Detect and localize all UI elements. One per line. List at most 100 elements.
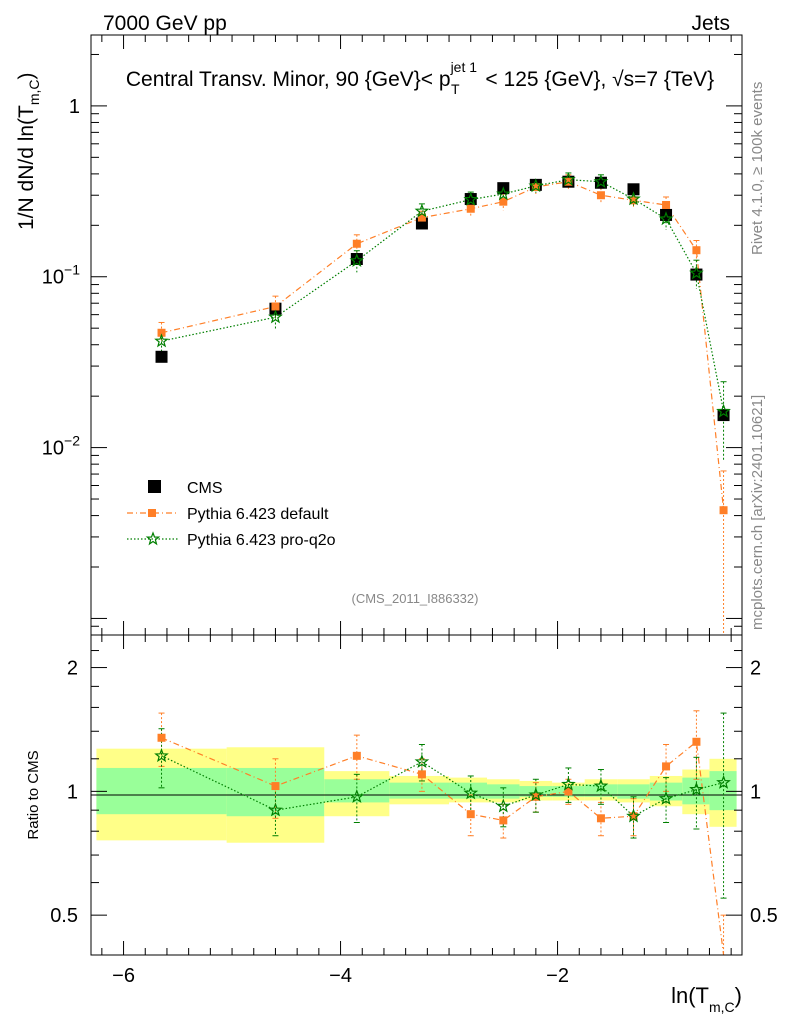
ratio-band-inner <box>389 782 450 799</box>
tick-base: 10 <box>42 438 64 460</box>
proq2o-data-point <box>154 333 169 348</box>
main-y-tick-label: 10−2 <box>42 433 80 460</box>
main-y-label-prefix: 1/N dN/d ln(T <box>15 105 38 230</box>
energy-label: 7000 GeV pp <box>103 12 227 35</box>
ratio-ticks: 2 2 1 1 0.5 0.5 <box>50 634 778 956</box>
ratio-panel: 2 2 1 1 0.5 0.5 <box>50 634 778 956</box>
x-axis-label: ln(Tm,C) <box>671 983 742 1015</box>
site-credit: mcplots.cern.ch [arXiv:2401.10621] <box>749 395 766 630</box>
main-y-label-suffix: ) <box>15 72 38 79</box>
proq2o-data-point <box>528 178 544 193</box>
proq2o-ratio-point <box>414 754 430 768</box>
proq2o-ratio-point <box>716 774 731 789</box>
proq2o-ratio-point <box>495 798 511 813</box>
default-ratio-point <box>596 814 605 823</box>
ratio-band-inner <box>96 767 227 815</box>
x-tick-label: −4 <box>329 965 352 987</box>
proq2o-data-point <box>349 253 365 267</box>
proq2o-data-point <box>689 265 704 280</box>
legend: CMS Pythia 6.423 default Pythia 6.423 pr… <box>127 480 336 549</box>
proq2o-data-point <box>561 172 576 186</box>
proq2o-data-point <box>716 403 731 418</box>
ratio-y-label: Ratio to CMS <box>25 750 42 839</box>
default-data-point <box>417 213 426 222</box>
default-data-point <box>629 196 638 205</box>
default-data-point <box>692 246 701 255</box>
default-data-point <box>499 197 508 206</box>
proq2o-ratio-point <box>689 781 704 796</box>
default-data-point <box>352 239 361 248</box>
default-data-point <box>157 328 166 337</box>
proq2o-ratio-point <box>593 778 609 793</box>
legend-default-marker <box>148 509 156 517</box>
title-sub: T <box>451 81 460 97</box>
x-tick-label: −2 <box>546 965 569 987</box>
tick-exponent: −1 <box>64 262 80 278</box>
main-panel: 110−110−2 (CMS_2011_I886332) <box>42 34 743 636</box>
proq2o-ratio-point <box>626 808 641 823</box>
main-ticks: 110−110−2 <box>42 53 742 636</box>
proq2o-data-point <box>593 173 609 189</box>
main-y-tick-label: 1 <box>69 96 80 118</box>
ratio-y-tick-label: 1 <box>67 781 78 803</box>
main-y-tick-label: 10−1 <box>42 262 80 289</box>
x-label-sub: m,C <box>709 999 735 1015</box>
cms-data-point <box>660 208 673 221</box>
title-suffix: < 125 {GeV}, √s=7 {TeV} <box>480 68 715 91</box>
proq2o-ratio-point <box>463 785 479 800</box>
default-ratio-point <box>629 812 638 821</box>
default-ratio-point <box>499 816 508 825</box>
x-label-prefix: ln(T <box>671 983 709 1008</box>
ratio-series <box>154 710 731 956</box>
proq2o-data-point <box>463 191 479 206</box>
ratio-y-tick-label-right: 1 <box>750 781 761 803</box>
proq2o-ratio-point <box>154 748 169 763</box>
title-prefix: Central Transv. Minor, 90 {GeV}< p <box>126 68 451 91</box>
proq2o-ratio-point <box>561 776 576 791</box>
legend-proq2o-label: Pythia 6.423 pro-q2o <box>187 532 336 549</box>
ratio-y-tick-label: 2 <box>67 658 78 680</box>
rivet-credit: Rivet 4.1.0, ≥ 100k events <box>749 82 766 255</box>
default-ratio-point <box>564 787 573 796</box>
proq2o-data-point <box>658 211 674 226</box>
main-y-label-sub: m,C <box>26 79 42 105</box>
proq2o-data-point <box>495 186 511 201</box>
ratio-band-inner <box>682 777 710 805</box>
proq2o-data-point <box>414 203 430 218</box>
default-data-point <box>662 200 671 209</box>
x-tick-label: −6 <box>112 965 135 987</box>
legend-cms-marker <box>148 480 161 493</box>
default-ratio-point <box>531 792 540 801</box>
ratio-y-tick-label: 0.5 <box>50 905 78 927</box>
legend-cms-label: CMS <box>187 480 223 497</box>
proq2o-data-point <box>626 191 641 206</box>
default-data-point <box>466 204 475 213</box>
legend-default-label: Pythia 6.423 default <box>187 506 329 523</box>
category-label: Jets <box>691 12 730 35</box>
ratio-y-tick-label-right: 0.5 <box>750 905 778 927</box>
proq2o-ratio-point <box>268 802 283 817</box>
default-data-point <box>719 506 728 515</box>
main-series <box>154 172 731 635</box>
plot-title: Central Transv. Minor, 90 {GeV}< pjet 1 T… <box>126 59 714 97</box>
ratio-frame <box>90 634 743 956</box>
cms-data-point <box>155 350 168 363</box>
default-data-point <box>531 183 540 192</box>
title-sup: jet 1 <box>450 59 478 75</box>
ratio-y-tick-label-right: 2 <box>750 658 761 680</box>
proq2o-ratio-point <box>528 787 544 802</box>
cms-data-point <box>350 253 363 266</box>
series-line-2 <box>161 179 725 412</box>
default-ratio-point <box>662 762 671 771</box>
proq2o-ratio-point <box>658 790 674 805</box>
default-data-point <box>271 302 280 311</box>
legend-proq2o-marker <box>145 531 161 546</box>
default-data-point <box>596 191 605 200</box>
default-ratio-point <box>352 751 361 760</box>
tick-exponent: −2 <box>64 433 80 449</box>
proq2o-ratio-point <box>349 789 365 803</box>
proq2o-data-point <box>268 309 283 324</box>
main-y-label: 1/N dN/d ln(Tm,C) <box>15 72 42 230</box>
series-line-1 <box>161 181 725 511</box>
